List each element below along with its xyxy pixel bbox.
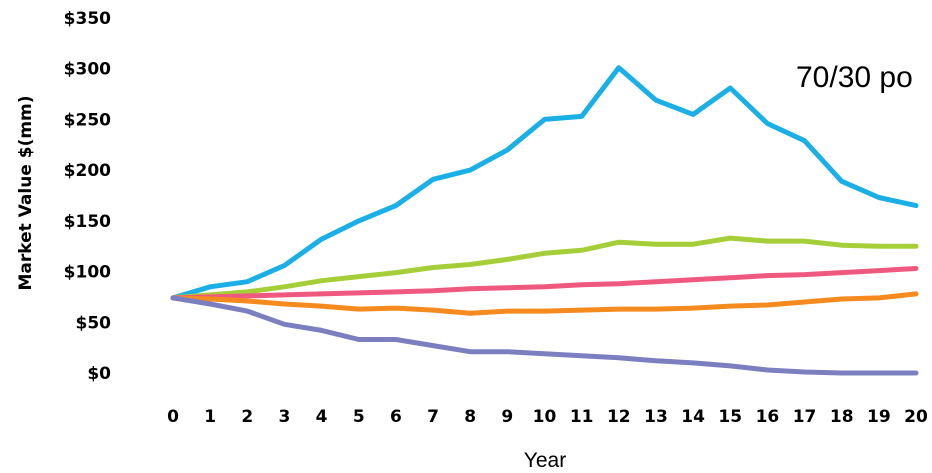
y-tick-label: $250 (64, 110, 111, 130)
y-tick-label: $200 (64, 161, 111, 181)
series-lines (170, 65, 919, 376)
x-axis-label: Year (524, 449, 566, 472)
x-tick-label: 18 (830, 407, 854, 427)
x-axis-ticks: 0 1 2 3 4 5 6 7 8 9 10 11 12 13 14 15 16 17 18 19 20 (167, 407, 928, 427)
x-tick-label: 3 (279, 407, 291, 427)
x-tick-label: 5 (353, 407, 365, 427)
series-line-1 (170, 65, 919, 301)
x-tick-label: 8 (464, 407, 476, 427)
x-tick-label: 11 (570, 407, 594, 427)
y-axis-label: Market Value $(mm) (16, 95, 36, 290)
y-tick-label: $300 (64, 60, 111, 80)
x-tick-label: 16 (756, 407, 780, 427)
x-tick-label: 17 (793, 407, 817, 427)
series-line-5 (170, 295, 919, 376)
series-line-3 (170, 266, 919, 301)
x-tick-label: 20 (904, 407, 928, 427)
y-tick-label: $350 (64, 9, 111, 29)
y-tick-label: $0 (87, 364, 111, 384)
chart-annotation: 70/30 po (796, 61, 913, 94)
y-tick-label: $100 (64, 263, 111, 283)
x-tick-label: 10 (533, 407, 557, 427)
x-tick-label: 1 (204, 407, 216, 427)
x-tick-label: 4 (316, 407, 328, 427)
x-tick-label: 19 (867, 407, 891, 427)
series-line-2 (170, 235, 919, 301)
x-tick-label: 7 (427, 407, 439, 427)
series-line-4 (170, 291, 919, 316)
y-axis-ticks: $0 $50 $100 $150 $200 $250 $300 $350 (64, 9, 111, 384)
x-tick-label: 2 (241, 407, 253, 427)
x-tick-label: 0 (167, 407, 179, 427)
y-tick-label: $50 (76, 313, 112, 333)
x-tick-label: 9 (501, 407, 513, 427)
x-tick-label: 6 (390, 407, 402, 427)
y-tick-label: $150 (64, 212, 111, 232)
x-tick-label: 12 (607, 407, 631, 427)
x-tick-label: 14 (681, 407, 705, 427)
x-tick-label: 15 (718, 407, 742, 427)
x-tick-label: 13 (644, 407, 668, 427)
